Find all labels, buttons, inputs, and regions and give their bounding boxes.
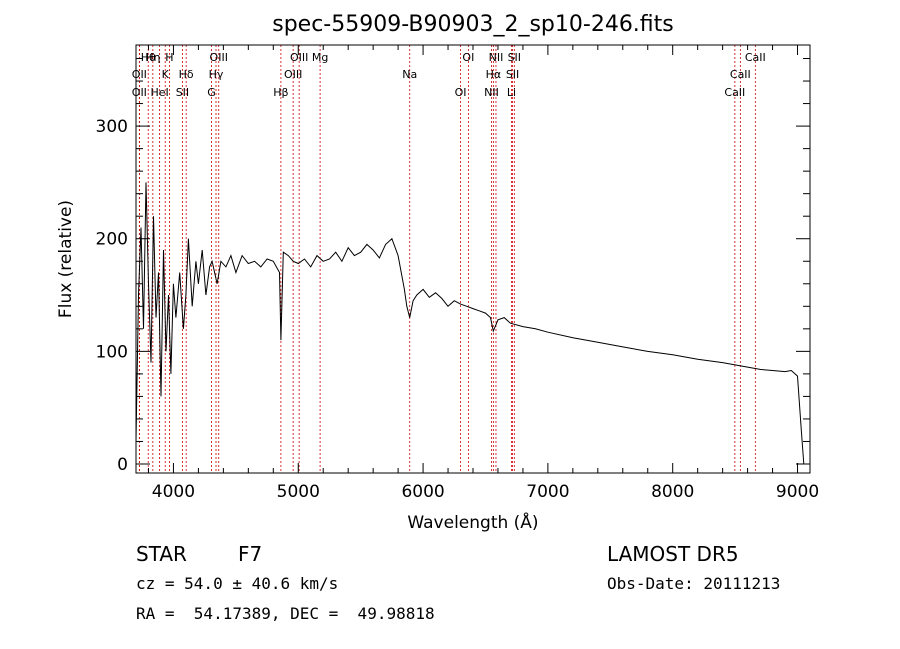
x-axis-label: Wavelength (Å) — [407, 511, 538, 533]
y-tick-label: 200 — [96, 230, 128, 250]
spectral-line-label: OIII — [284, 68, 302, 81]
spectral-line-label: OII — [132, 68, 147, 81]
spectral-line-label: K — [162, 68, 170, 81]
object-subclass: F7 — [238, 542, 263, 566]
spectral-line-label: Hα — [486, 68, 502, 81]
plot-frame — [135, 44, 811, 474]
spectral-line-label: OIII — [290, 51, 308, 64]
x-tick-label: 7000 — [526, 482, 569, 502]
axis-ticks: 4000 5000 6000 7000 8000 9000 0 100 200 300 — [96, 45, 819, 502]
spectral-line-label: OII — [132, 86, 147, 99]
y-tick-label: 100 — [96, 342, 128, 362]
x-tick-label: 4000 — [152, 482, 195, 502]
spectral-line-label: CaII — [745, 51, 766, 64]
spectral-line-label: OI — [462, 51, 474, 64]
spectral-line-label: H — [165, 51, 173, 64]
x-tick-label: 8000 — [651, 482, 694, 502]
chart-title: spec-55909-B90903_2_sp10-246.fits — [272, 12, 674, 37]
spectrum-line — [135, 182, 805, 465]
x-tick-label: 5000 — [277, 482, 320, 502]
spectral-line-label: Hθ — [141, 51, 156, 64]
survey-name: LAMOST DR5 — [607, 542, 739, 566]
spectral-line-label: NII — [484, 86, 499, 99]
spectral-line-label: OIII — [210, 51, 228, 64]
spectral-line-label: Hβ — [273, 86, 288, 99]
y-axis-label: Flux (relative) — [56, 200, 76, 318]
spectral-line-label: G — [207, 86, 216, 99]
spectral-line-label: Hγ — [209, 68, 224, 81]
spectral-line-label: SII — [506, 68, 519, 81]
y-tick-label: 300 — [96, 117, 128, 137]
spectral-line-label: CaII — [724, 86, 745, 99]
redshift-cz: cz = 54.0 ± 40.6 km/s — [136, 574, 339, 593]
spectral-line-label: Mg — [312, 51, 328, 64]
observation-date: Obs-Date: 20111213 — [607, 574, 781, 593]
ra-dec-coordinates: RA = 54.17389, DEC = 49.98818 — [136, 604, 435, 623]
object-class: STAR — [136, 542, 187, 566]
y-tick-label: 0 — [117, 455, 128, 475]
spectral-line-label: Hη — [145, 51, 160, 64]
spectral-line-label: Li — [507, 86, 516, 99]
spectral-line-label: OI — [455, 86, 467, 99]
spectral-line-label: Hδ — [179, 68, 194, 81]
spectral-line-label: NII — [489, 51, 504, 64]
spectral-line-label: CaII — [730, 68, 751, 81]
x-tick-label: 6000 — [401, 482, 444, 502]
spectral-line-labels: Hθ OII OII HηK HeI H Hδ SII OIII Hγ G OIII OIII Hβ Mg N… — [132, 51, 766, 99]
spectral-line-label: SII — [508, 51, 521, 64]
spectral-line-label: SII — [176, 86, 189, 99]
spectral-line-label: HeI — [150, 86, 168, 99]
x-tick-label: 9000 — [776, 482, 819, 502]
spectral-line-label: Na — [402, 68, 417, 81]
